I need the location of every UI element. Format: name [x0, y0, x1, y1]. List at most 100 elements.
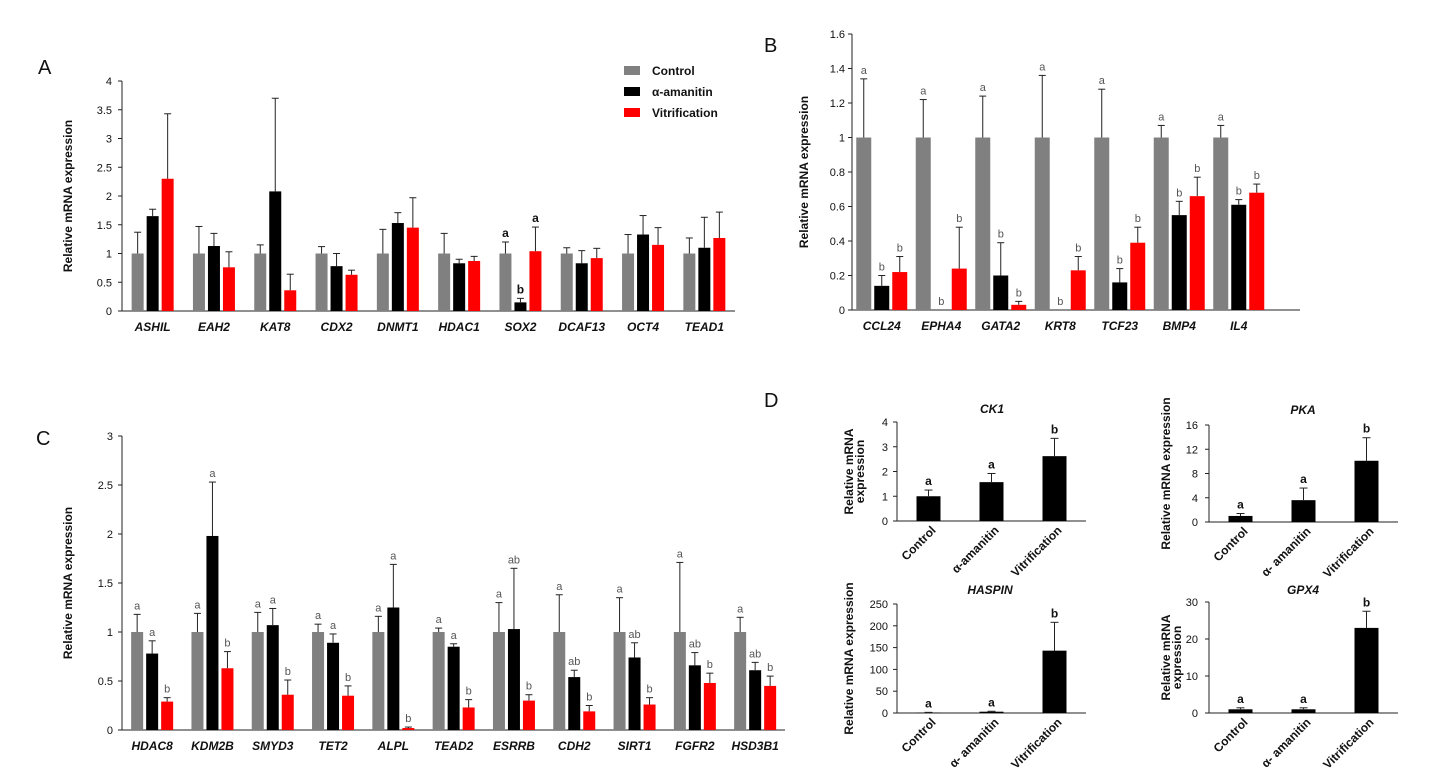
- bar-c-7-2: [583, 711, 596, 730]
- bar-c-9-1: [688, 665, 701, 730]
- y-tick-label: 0: [1192, 708, 1198, 720]
- y-tick-label: 150: [870, 643, 888, 655]
- bar-b-3-0: [1034, 137, 1050, 310]
- legend-label: α-amanitin: [652, 85, 713, 99]
- bar-a-6-1: [514, 302, 527, 311]
- significance-label: a: [677, 548, 684, 560]
- panel-a: A 0 0.5 1 1.5 2 2.5 3 3.5 4 Relative mRNA expressi…: [38, 57, 735, 334]
- y-tick-label: 0: [106, 306, 112, 318]
- bar-c-2-1: [266, 625, 279, 730]
- significance-label: a: [330, 620, 337, 632]
- y-axis-label: Relative mRNA expression: [1159, 397, 1173, 549]
- significance-label: a: [1039, 61, 1046, 73]
- panel-b: B 0 0.2 0.4 0.6 0.8 1 1.2 1.4 1.6 Relative mRNA ex…: [764, 29, 1300, 333]
- category-label: TEAD1: [685, 320, 725, 334]
- category-label: Control: [899, 523, 939, 563]
- bar-b-2-0: [975, 137, 991, 310]
- significance-label: b: [1363, 595, 1370, 609]
- y-tick-label: 0: [1192, 517, 1198, 529]
- category-label: Control: [899, 715, 939, 755]
- significance-label: b: [1057, 296, 1063, 308]
- significance-label: ab: [749, 648, 761, 660]
- bar-a-6-2: [529, 251, 542, 311]
- significance-label: a: [255, 598, 262, 610]
- y-tick-label: 1.2: [830, 98, 845, 110]
- y-tick-label: 1.5: [97, 220, 112, 232]
- bar-a-7-1: [575, 263, 588, 311]
- category-label: HSD3B1: [731, 739, 779, 753]
- bar-d-2: [1354, 460, 1379, 522]
- y-tick-label: 4: [106, 76, 112, 88]
- significance-label: b: [707, 659, 713, 671]
- category-label: HDAC1: [438, 320, 480, 334]
- category-label: EPHA4: [921, 319, 961, 333]
- bar-c-1-1: [206, 535, 219, 730]
- chart-title: GPX4: [1287, 583, 1319, 597]
- bar-a-8-1: [637, 234, 650, 311]
- legend-swatch: [624, 108, 640, 117]
- significance-label: a: [920, 86, 927, 98]
- category-label: TCF23: [1101, 319, 1138, 333]
- bar-c-6-1: [507, 629, 520, 730]
- significance-label: b: [938, 296, 944, 308]
- y-axis-label: Relative mRNA expression: [797, 96, 811, 248]
- y-tick-label: 0.5: [97, 277, 112, 289]
- bar-c-2-0: [251, 632, 264, 730]
- bar-a-9-0: [683, 253, 696, 311]
- y-tick-label: 3: [107, 431, 113, 443]
- bar-a-1-1: [207, 246, 220, 311]
- legend-swatch: [624, 66, 640, 75]
- legend: Control α-amanitin Vitrification: [624, 64, 718, 120]
- bar-a-4-2: [406, 227, 419, 311]
- y-tick-label: 8: [1192, 469, 1198, 481]
- bar-a-5-1: [453, 263, 466, 311]
- significance-label: a: [496, 589, 503, 601]
- bar-b-0-1: [874, 285, 890, 310]
- category-label: Vitrification: [1008, 523, 1064, 579]
- y-tick-label: 10: [1186, 671, 1198, 683]
- bar-c-1-2: [221, 668, 234, 730]
- significance-label: b: [956, 213, 962, 225]
- significance-label: a: [451, 630, 458, 642]
- category-label: KAT8: [260, 320, 291, 334]
- bar-c-9-0: [673, 632, 686, 730]
- y-tick-label: 1.4: [830, 64, 845, 76]
- y-tick-label: 0: [882, 708, 888, 720]
- significance-label: a: [209, 468, 216, 480]
- bar-a-9-1: [698, 247, 711, 311]
- bar-a-3-0: [315, 253, 328, 311]
- y-tick-label: 16: [1186, 420, 1198, 432]
- significance-label: b: [526, 681, 532, 693]
- y-axis-label: expression: [853, 440, 867, 503]
- y-axis-label: Relative mRNA expression: [842, 582, 856, 734]
- panel-letter: C: [36, 428, 50, 450]
- y-tick-label: 4: [882, 417, 888, 429]
- bar-d-2: [1042, 456, 1067, 521]
- legend-label: Vitrification: [652, 106, 718, 120]
- bar-a-7-2: [590, 258, 603, 311]
- category-label: CCL24: [863, 319, 901, 333]
- bar-a-5-2: [468, 260, 481, 311]
- category-label: FGFR2: [675, 739, 715, 753]
- bar-c-8-0: [613, 632, 626, 730]
- bar-c-4-1: [387, 607, 400, 730]
- bar-a-1-2: [222, 267, 235, 311]
- category-label: SOX2: [504, 320, 536, 334]
- category-label: KDM2B: [191, 739, 234, 753]
- bar-c-3-0: [312, 632, 325, 730]
- significance-label: a: [375, 602, 382, 614]
- panel-c: C 0 0.5 1 1.5 2 2.5 3 Relative mRNA expression HD…: [36, 428, 785, 753]
- y-tick-label: 3: [106, 134, 112, 146]
- bar-b-0-2: [892, 272, 908, 310]
- significance-label: a: [532, 211, 539, 225]
- bar-a-0-0: [131, 253, 144, 311]
- y-tick-label: 0.5: [98, 676, 113, 688]
- category-label: CDH2: [558, 739, 591, 753]
- y-tick-label: 1: [107, 627, 113, 639]
- bar-c-10-2: [764, 685, 777, 730]
- category-label: ESRRB: [493, 739, 535, 753]
- bar-a-3-2: [345, 274, 358, 311]
- bar-c-4-2: [402, 728, 415, 730]
- significance-label: a: [1099, 75, 1106, 87]
